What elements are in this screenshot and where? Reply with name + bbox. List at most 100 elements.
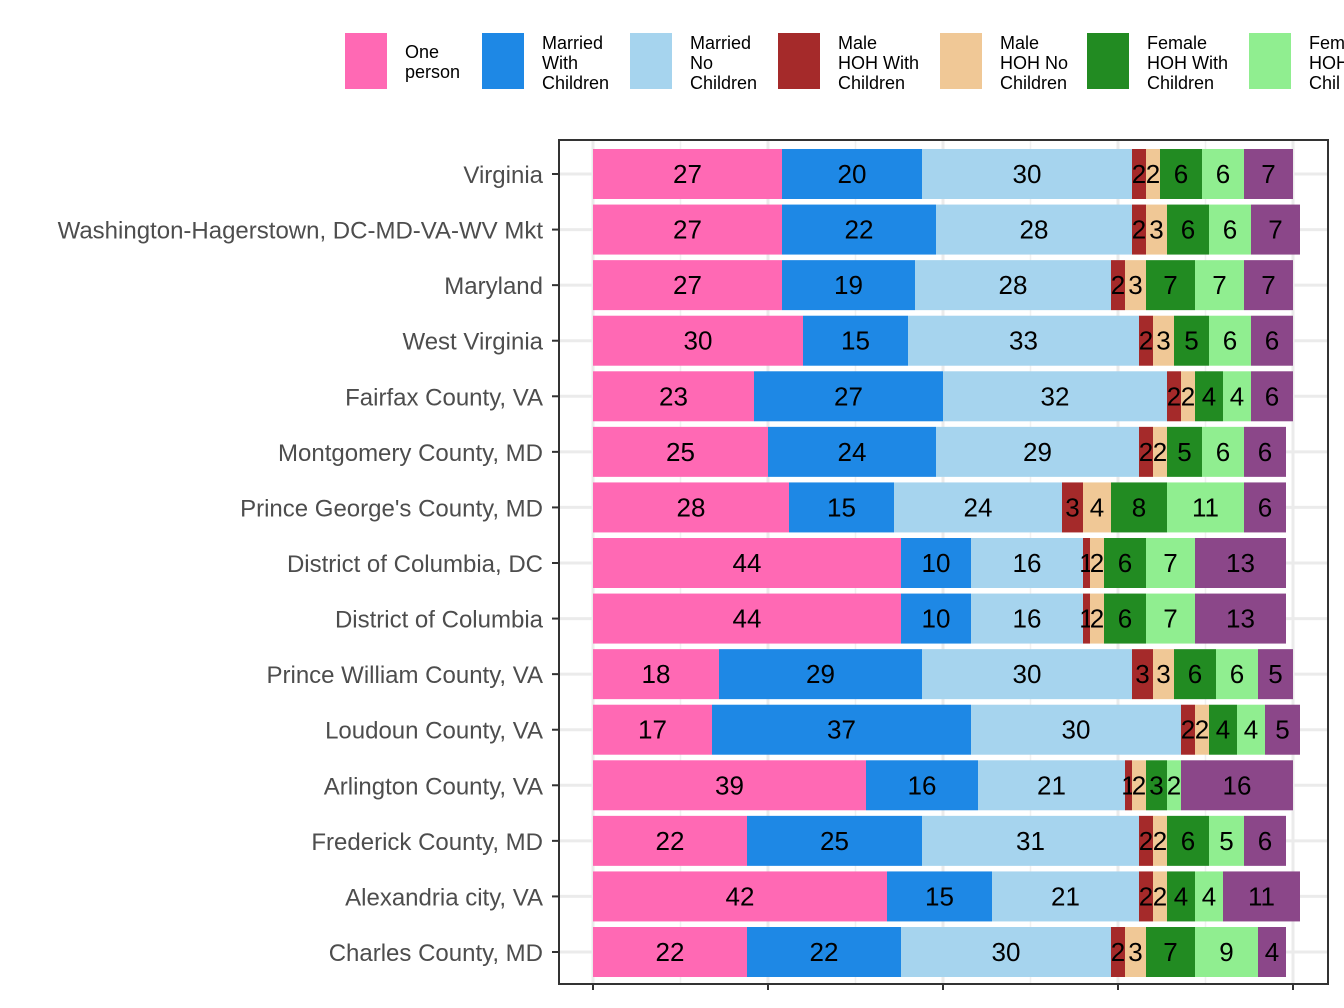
bar-segment xyxy=(1125,260,1146,311)
data-label: 42 xyxy=(726,881,755,911)
data-label: 27 xyxy=(673,215,702,245)
data-label: 2 xyxy=(1111,270,1125,300)
bar-segment xyxy=(1167,371,1181,422)
bar-segment xyxy=(887,871,992,922)
data-label: 6 xyxy=(1118,604,1132,634)
bar-segment xyxy=(593,704,712,755)
bar-segment xyxy=(1244,149,1293,199)
data-label: 15 xyxy=(841,326,870,356)
data-label: 44 xyxy=(733,548,762,578)
data-label: 39 xyxy=(715,770,744,800)
bar-segment xyxy=(593,426,768,477)
data-label: 5 xyxy=(1268,659,1282,689)
bar-segment xyxy=(1160,149,1202,199)
data-label: 6 xyxy=(1118,548,1132,578)
data-label: 9 xyxy=(1219,937,1233,967)
bar-segment xyxy=(1209,315,1251,366)
y-tick-label: District of Columbia, DC xyxy=(287,551,543,578)
bar-segment xyxy=(754,371,943,422)
bar-segment xyxy=(1146,538,1195,588)
bar-segment xyxy=(1195,871,1223,922)
bar-segment xyxy=(1125,760,1132,811)
bar-segment xyxy=(1111,260,1125,311)
bar-segment xyxy=(978,760,1125,811)
data-label: 29 xyxy=(806,659,835,689)
data-label: 27 xyxy=(834,381,863,411)
data-label: 13 xyxy=(1226,604,1255,634)
bar-segment xyxy=(1195,704,1209,755)
data-label: 22 xyxy=(656,826,685,856)
data-label: 13 xyxy=(1226,548,1255,578)
bar-segment xyxy=(1139,315,1153,366)
data-label: 11 xyxy=(1248,881,1275,911)
data-label: 4 xyxy=(1202,881,1216,911)
data-label: 22 xyxy=(845,215,874,245)
data-label: 37 xyxy=(827,715,856,745)
data-label: 7 xyxy=(1163,270,1177,300)
bar-segment xyxy=(1209,204,1251,255)
data-label: 30 xyxy=(1062,715,1091,745)
bar-segment xyxy=(1181,371,1195,422)
bar-segment xyxy=(593,927,747,977)
bar-segment xyxy=(1090,593,1104,644)
y-tick-label: Montgomery County, MD xyxy=(278,440,543,467)
bar-segment xyxy=(593,315,803,366)
data-label: 7 xyxy=(1212,270,1226,300)
data-label: 2 xyxy=(1153,881,1167,911)
bar-segment xyxy=(719,649,922,700)
legend-swatch xyxy=(940,33,982,89)
bar-segment xyxy=(1167,871,1195,922)
data-label: 3 xyxy=(1128,937,1142,967)
bar-segment xyxy=(1083,593,1090,644)
bar-segment xyxy=(1174,315,1209,366)
bar-segment xyxy=(1167,760,1181,811)
data-label: 20 xyxy=(838,159,867,189)
bar-segment xyxy=(1209,815,1244,866)
bar-segment xyxy=(992,871,1139,922)
bar-segment xyxy=(1167,426,1202,477)
data-label: 7 xyxy=(1261,159,1275,189)
data-label: 2 xyxy=(1153,826,1167,856)
bar-segment xyxy=(1111,927,1125,977)
bar-segment xyxy=(894,482,1062,533)
bar-segment xyxy=(593,149,782,199)
data-label: 4 xyxy=(1090,492,1104,522)
data-label: 21 xyxy=(1051,881,1080,911)
bar-segment xyxy=(782,260,915,311)
data-label: 3 xyxy=(1156,659,1170,689)
data-label: 5 xyxy=(1184,326,1198,356)
bar-segment xyxy=(908,315,1139,366)
legend-swatch xyxy=(778,33,820,89)
bar-segment xyxy=(1195,371,1223,422)
data-label: 7 xyxy=(1163,604,1177,634)
data-label: 2 xyxy=(1139,326,1153,356)
bar-segment xyxy=(922,149,1132,199)
bar-segment xyxy=(1132,760,1146,811)
bar-segment xyxy=(1062,482,1083,533)
data-label: 25 xyxy=(666,437,695,467)
bar-segment xyxy=(1195,538,1286,588)
bar-segment xyxy=(789,482,894,533)
data-label: 4 xyxy=(1265,937,1279,967)
bar-segment xyxy=(1090,538,1104,588)
bar-segment xyxy=(1132,204,1146,255)
data-label: 16 xyxy=(1013,548,1042,578)
y-tick-label: West Virginia xyxy=(402,329,543,356)
data-label: 33 xyxy=(1009,326,1038,356)
legend-swatch xyxy=(1249,33,1291,89)
data-label: 2 xyxy=(1090,604,1104,634)
bar-segment xyxy=(1244,260,1293,311)
data-label: 6 xyxy=(1188,659,1202,689)
bar-segment xyxy=(1153,426,1167,477)
y-tick-label: Loudoun County, VA xyxy=(325,718,543,745)
legend-swatch xyxy=(1087,33,1129,89)
data-label: 11 xyxy=(1192,492,1219,522)
bar-segment xyxy=(1251,315,1293,366)
data-label: 44 xyxy=(733,604,762,634)
data-label: 8 xyxy=(1132,492,1146,522)
bar-segment xyxy=(922,815,1139,866)
data-label: 6 xyxy=(1258,826,1272,856)
data-label: 7 xyxy=(1261,270,1275,300)
bar-segment xyxy=(1167,204,1209,255)
